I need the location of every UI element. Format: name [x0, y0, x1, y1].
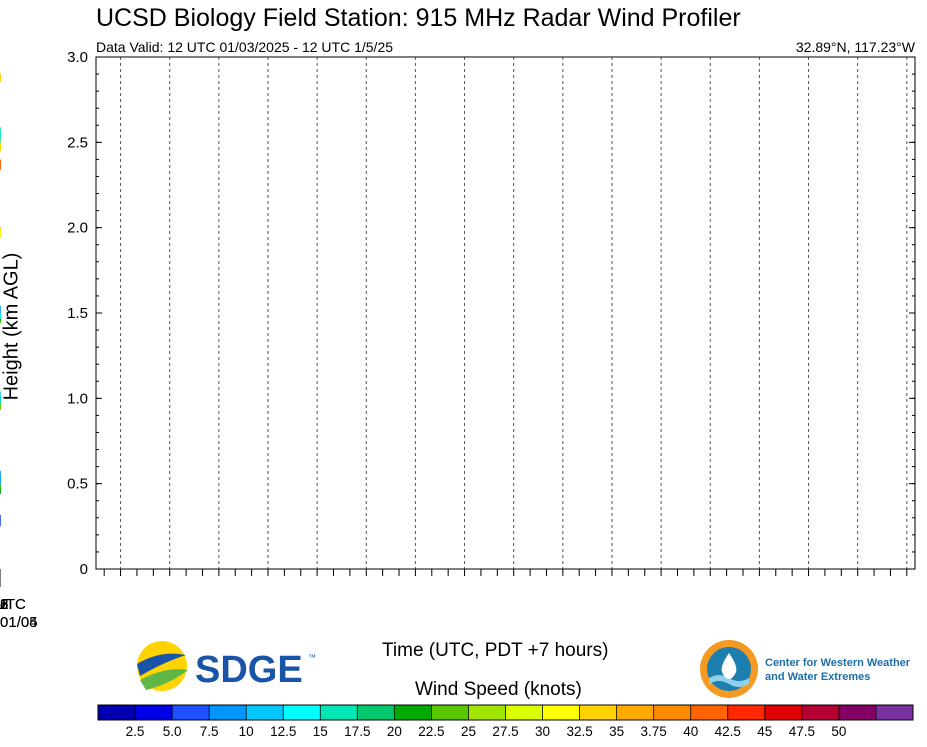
colorbar-swatch	[764, 705, 803, 720]
sdge-trademark: ™	[308, 653, 316, 662]
colorbar-swatch	[394, 705, 432, 720]
colorbar-swatch	[505, 705, 544, 720]
x-tick-label: 00 UTC	[0, 596, 26, 613]
colorbar-label: Wind Speed (knots)	[415, 679, 582, 700]
colorbar-swatch	[431, 705, 469, 720]
colorbar-tick-label: 15	[313, 724, 328, 739]
y-tick-label: 1.0	[67, 390, 88, 407]
gridlines	[120, 57, 908, 569]
x-tick-label: 12	[0, 596, 8, 613]
y-tick-label: 2.0	[67, 220, 88, 237]
colorbar-swatch	[690, 705, 729, 720]
colorbar-tick-label: 17.5	[344, 724, 370, 739]
x-tick-date: 2025/01/05	[0, 614, 38, 631]
colorbar-swatch	[616, 705, 655, 720]
colorbar: 2.5 5.0 7.5 10 12.5 15 17.5 20 22.5 25 27.5 30 32.5 3…	[97, 704, 914, 739]
colorbar-tick-label: 50	[831, 724, 846, 739]
y-tick-label: 0	[80, 561, 88, 578]
chart-title: UCSD Biology Field Station: 915 MHz Rada…	[96, 4, 741, 32]
colorbar-tick-label: 5.0	[163, 724, 182, 739]
x-tick-label: 18	[0, 596, 8, 613]
colorbar-swatch	[283, 705, 321, 720]
colorbar-tick-label: 22.5	[418, 724, 444, 739]
colorbar-tick-label: 42.5	[715, 724, 741, 739]
colorbar-tick-label: 40	[683, 724, 698, 739]
y-tick-label: 3.0	[67, 49, 88, 66]
colorbar-tick-label: 25	[461, 724, 476, 739]
x-axis-label: Time (UTC, PDT +7 hours)	[382, 640, 609, 661]
cw3e-drop-icon	[721, 653, 737, 679]
colorbar-swatch	[135, 705, 173, 720]
colorbar-swatch	[246, 705, 284, 720]
sdge-swoosh-blue-icon	[137, 653, 186, 676]
colorbar-tick-label: 47.5	[789, 724, 815, 739]
colorbar-tick-label: 2.5	[126, 724, 145, 739]
cw3e-name-line2: and Water Extremes	[765, 671, 870, 683]
colorbar-swatch	[468, 705, 506, 720]
colorbar-swatch	[357, 705, 395, 720]
sdge-logo: SDGE ™	[137, 641, 316, 691]
plot-frame	[95, 56, 916, 570]
cw3e-wave-icon	[709, 675, 749, 687]
x-tick-label: 06	[0, 596, 8, 613]
colorbar-swatch	[875, 705, 914, 720]
x-tick-label: 00 UTC	[0, 596, 26, 613]
x-tick-label: 06	[0, 596, 8, 613]
y-tick-label: 2.5	[67, 134, 88, 151]
station-coordinates: 32.89°N, 117.23°W	[795, 39, 915, 55]
colorbar-tick-label: 3.75	[641, 724, 667, 739]
colorbar-swatch	[209, 705, 247, 720]
colorbar-swatch	[98, 705, 136, 720]
colorbar-swatch	[172, 705, 210, 720]
colorbar-swatch	[579, 705, 618, 720]
colorbar-swatch	[838, 705, 877, 720]
y-tick-label: 0.5	[67, 476, 88, 493]
y-tick-label: 1.5	[67, 305, 88, 322]
x-tick-label: 12	[0, 596, 8, 613]
colorbar-tick-label: 10	[239, 724, 254, 739]
data-valid-range: Data Valid: 12 UTC 01/03/2025 - 12 UTC 1…	[96, 39, 394, 55]
colorbar-tick-label: 30	[535, 724, 550, 739]
colorbar-swatch	[320, 705, 358, 720]
colorbar-swatch	[542, 705, 581, 720]
x-tick-label: 12	[0, 596, 8, 613]
x-tick-date: 2025/01/04	[0, 614, 38, 631]
colorbar-swatch	[727, 705, 766, 720]
colorbar-tick-label: 35	[609, 724, 624, 739]
colorbar-tick-label: 32.5	[566, 724, 592, 739]
cw3e-name-line1: Center for Western Weather	[765, 657, 911, 669]
cw3e-logo: Center for Western Weather and Water Ext…	[700, 640, 911, 698]
x-tick-label: 18	[0, 596, 8, 613]
sdge-swoosh-green-icon	[140, 669, 188, 690]
colorbar-tick-label: 45	[757, 724, 772, 739]
colorbar-swatch	[801, 705, 840, 720]
colorbar-tick-label: 27.5	[492, 724, 518, 739]
colorbar-tick-label: 20	[387, 724, 402, 739]
colorbar-swatch	[653, 705, 692, 720]
colorbar-tick-label: 12.5	[270, 724, 296, 739]
sdge-wordmark: SDGE	[195, 649, 303, 691]
colorbar-tick-label: 7.5	[200, 724, 219, 739]
axes: 0 0.5 1.0 1.5 2.0 2.5 3.0 121800 UTC2025/01/040…	[0, 49, 915, 631]
